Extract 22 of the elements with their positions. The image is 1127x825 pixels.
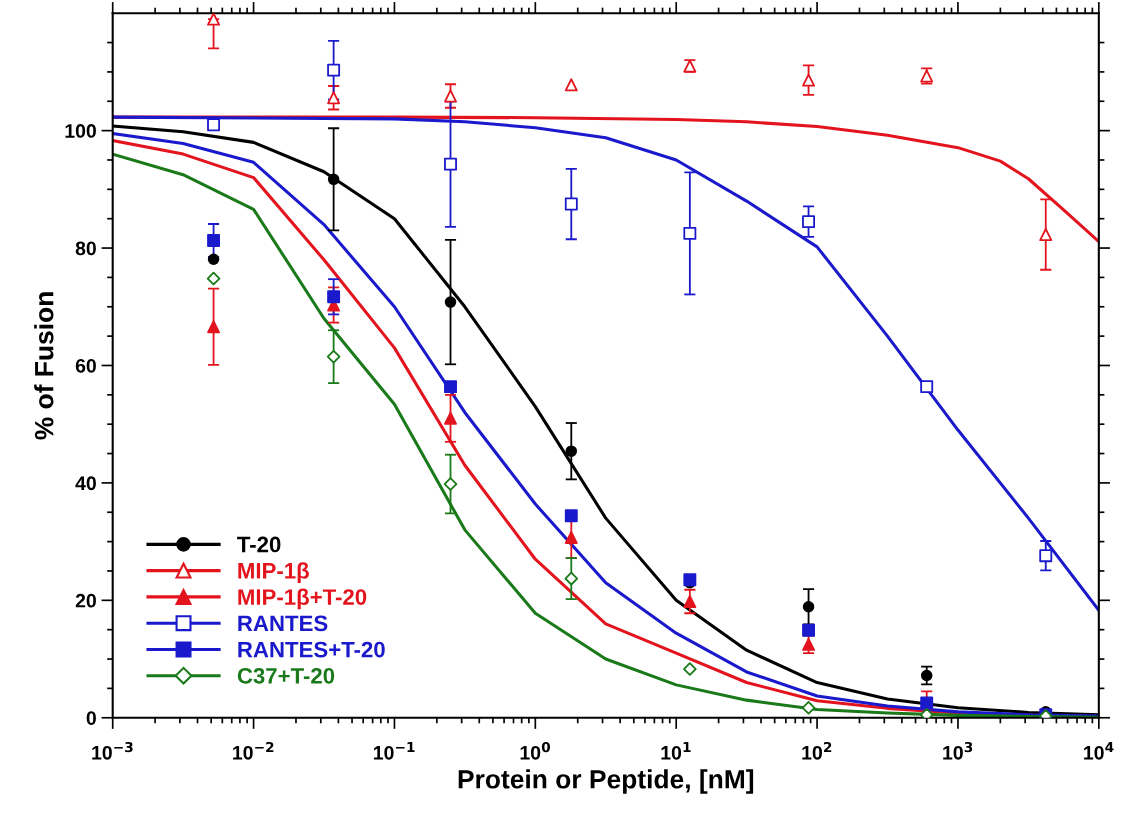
y-axis-title: % of Fusion	[34, 292, 54, 440]
legend-label: RANTES+T-20	[238, 641, 385, 658]
legend-label: RANTES	[238, 615, 328, 632]
x-tick-label: 10$^{−2}$	[233, 741, 274, 760]
x-tick-label: 10$^{−1}$	[373, 742, 415, 760]
x-tick-label: 10$^{−3}$	[92, 741, 133, 760]
y-tick-label: 60	[75, 358, 96, 373]
legend-label: MIP-1β+T-20	[238, 588, 367, 610]
y-tick-label: 20	[75, 593, 96, 608]
x-tick-label: 10$^{4}$	[1084, 742, 1114, 760]
x-tick-label: 10$^{2}$	[802, 741, 832, 760]
legend-label: C37+T-20	[237, 667, 335, 684]
x-tick-label: 10$^{3}$	[943, 741, 973, 760]
x-tick-label: 10$^{1}$	[661, 742, 691, 760]
y-tick-label: 0	[86, 711, 96, 725]
legend-label: T-20	[237, 536, 281, 553]
y-tick-label: 100	[65, 124, 96, 138]
y-tick-label: 80	[75, 241, 96, 256]
x-axis-title: Protein or Peptide, [nM]	[458, 769, 754, 794]
y-tick-label: 40	[75, 476, 96, 491]
legend-label: MIP-1β	[238, 562, 309, 584]
x-tick-label: 10$^{0}$	[520, 741, 551, 760]
